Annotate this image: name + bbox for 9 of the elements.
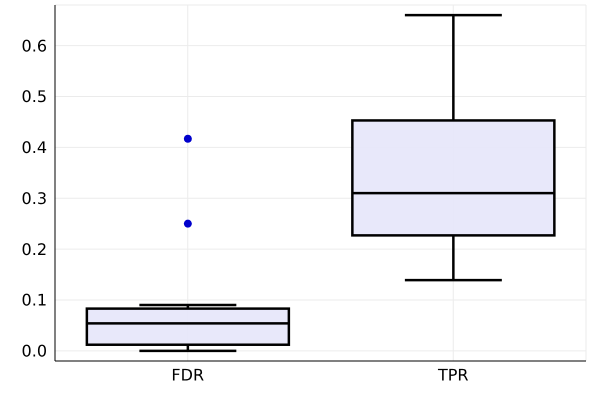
x-tick-label: FDR [171,365,204,384]
y-tick-label: 0.1 [22,290,47,310]
y-tick-label: 0.5 [22,87,47,106]
y-tick-label: 0.4 [22,138,47,158]
y-tick-label: 0.3 [22,188,47,208]
y-tick-label: 0.0 [22,342,47,361]
x-tick-label: TPR [436,365,469,384]
y-tick-label: 0.6 [22,36,47,56]
y-tick-label: 0.2 [22,240,47,259]
